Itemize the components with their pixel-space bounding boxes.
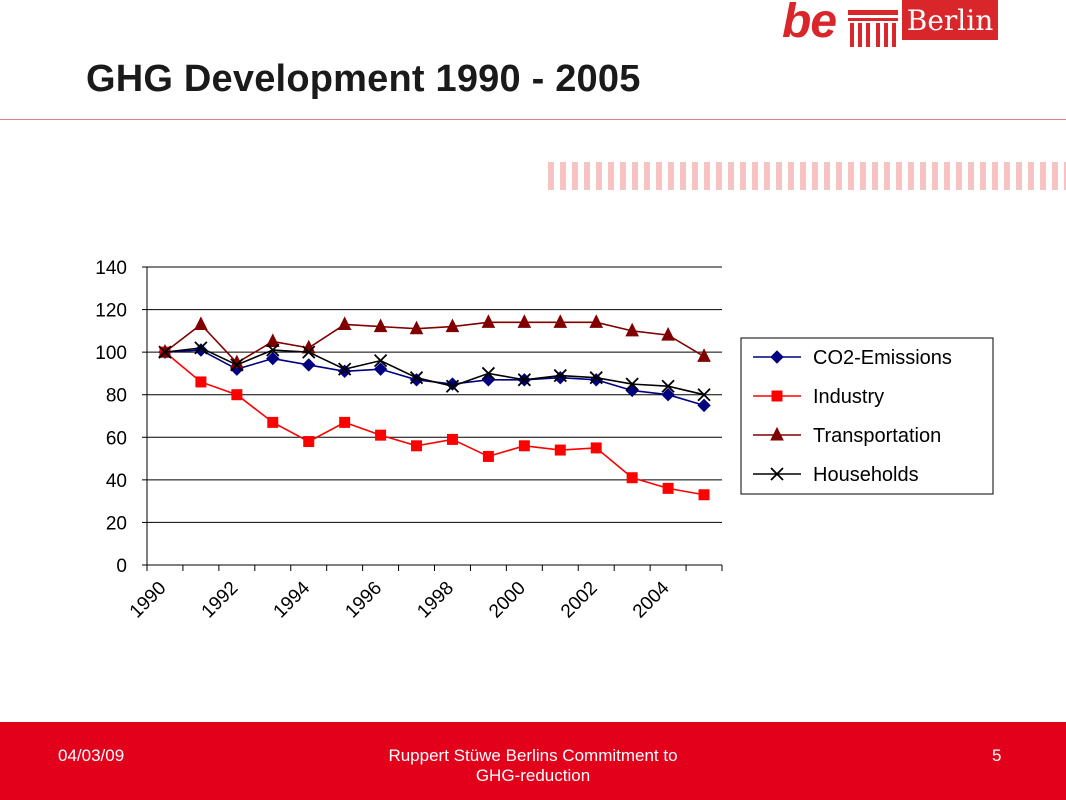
x-tick-label: 1990 <box>126 578 171 623</box>
data-point-households <box>338 362 352 376</box>
legend-marker-households <box>770 467 784 481</box>
data-point-households <box>661 379 675 393</box>
data-point-transportation <box>625 322 639 337</box>
data-point-households <box>481 366 496 381</box>
x-tick-label: 1996 <box>341 578 386 623</box>
data-point-households <box>517 373 531 387</box>
y-tick-label: 140 <box>95 258 127 279</box>
data-point-households <box>230 358 244 372</box>
title-divider <box>0 119 1066 120</box>
data-point-industry <box>482 450 494 462</box>
data-point-households <box>302 345 316 359</box>
logo-berlin-box: Berlin <box>902 0 998 40</box>
data-point-households <box>445 379 460 393</box>
data-point-industry <box>195 376 207 388</box>
data-point-households <box>589 371 603 385</box>
decorative-stripes <box>548 162 1066 190</box>
legend-marker-industry <box>771 390 783 402</box>
data-point-transportation <box>589 314 604 328</box>
logo-be-text: be <box>782 0 837 48</box>
data-point-households <box>158 345 172 359</box>
data-point-households <box>553 368 567 383</box>
data-point-industry <box>339 416 351 428</box>
data-point-households <box>409 371 424 385</box>
brandenburg-gate-icon <box>848 10 898 47</box>
data-point-households <box>194 341 208 355</box>
data-point-co2-emissions <box>589 373 603 387</box>
data-point-industry <box>590 442 602 454</box>
legend-label-co2-emissions: CO2-Emissions <box>813 347 952 369</box>
berlin-logo: be Berlin <box>780 0 1000 52</box>
data-point-households <box>266 343 280 357</box>
x-tick-label: 2004 <box>629 577 674 622</box>
footer-presenter: Ruppert Stüwe Berlins Commitment to GHG-… <box>330 746 736 786</box>
legend-label-households: Households <box>813 464 919 486</box>
data-point-transportation <box>445 318 460 333</box>
data-point-co2-emissions <box>553 370 567 385</box>
data-point-industry <box>698 489 710 501</box>
data-point-transportation <box>373 318 388 333</box>
data-point-co2-emissions <box>302 358 316 372</box>
data-point-transportation <box>517 314 532 328</box>
y-tick-label: 120 <box>95 301 127 322</box>
data-point-households <box>373 354 388 368</box>
data-point-transportation <box>553 314 568 328</box>
data-point-transportation <box>661 326 675 341</box>
slide-title: GHG Development 1990 - 2005 <box>86 58 641 100</box>
legend-marker-transportation <box>770 426 784 441</box>
footer-presenter-line2: GHG-reduction <box>475 766 591 785</box>
data-point-industry <box>518 440 530 452</box>
data-point-industry <box>626 472 638 484</box>
data-point-co2-emissions <box>373 362 388 376</box>
data-point-industry <box>554 444 566 456</box>
data-point-transportation <box>409 320 424 335</box>
data-point-industry <box>267 416 279 428</box>
data-point-industry <box>375 429 387 441</box>
data-point-households <box>697 388 711 402</box>
series-line-industry <box>164 351 705 496</box>
ghg-chart: 0 20 40 60 80 100 120 140 1990 1992 1994 1996 1998 20… <box>95 258 994 623</box>
x-tick-label: 1992 <box>198 578 243 623</box>
x-tick-label: 1994 <box>270 577 315 622</box>
y-tick-label: 40 <box>106 471 127 492</box>
footer-page-number: 5 <box>992 746 1002 765</box>
series-line-transportation <box>164 321 705 364</box>
data-point-transportation <box>697 348 711 362</box>
legend-label-transportation: Transportation <box>813 425 941 447</box>
y-tick-label: 100 <box>95 343 127 364</box>
data-point-transportation <box>265 333 280 347</box>
ghg-line-chart: 0 20 40 60 80 100 120 140 1990 1992 1994 1996 1998 20… <box>95 258 994 623</box>
data-point-transportation <box>481 314 496 328</box>
x-tick-label: 2000 <box>485 578 530 623</box>
data-point-industry <box>303 436 315 448</box>
data-point-transportation <box>337 316 352 330</box>
legend-marker-co2-emissions <box>770 350 784 364</box>
data-point-industry <box>231 389 243 401</box>
y-tick-label: 60 <box>106 428 127 449</box>
data-point-co2-emissions <box>266 351 280 366</box>
y-tick-label: 80 <box>106 386 127 407</box>
legend-label-industry: Industry <box>813 386 884 408</box>
logo-berlin-text: Berlin <box>906 4 994 37</box>
y-tick-label: 20 <box>106 513 127 534</box>
x-tick-label: 1998 <box>413 578 458 623</box>
data-point-households <box>625 377 639 391</box>
x-tick-label: 2002 <box>557 578 602 623</box>
footer-date: 04/03/09 <box>58 746 125 765</box>
data-point-industry <box>446 433 458 445</box>
footer-presenter-line1: Ruppert Stüwe Berlins Commitment to <box>388 746 678 765</box>
data-point-industry <box>662 482 674 494</box>
data-point-industry <box>411 440 423 452</box>
data-point-co2-emissions <box>697 398 711 413</box>
footer-bar: 04/03/09 Ruppert Stüwe Berlins Commitmen… <box>0 722 1066 800</box>
y-tick-label: 0 <box>116 556 127 577</box>
data-point-co2-emissions <box>661 388 675 402</box>
series-line-households <box>164 347 705 396</box>
data-point-transportation <box>194 316 208 330</box>
